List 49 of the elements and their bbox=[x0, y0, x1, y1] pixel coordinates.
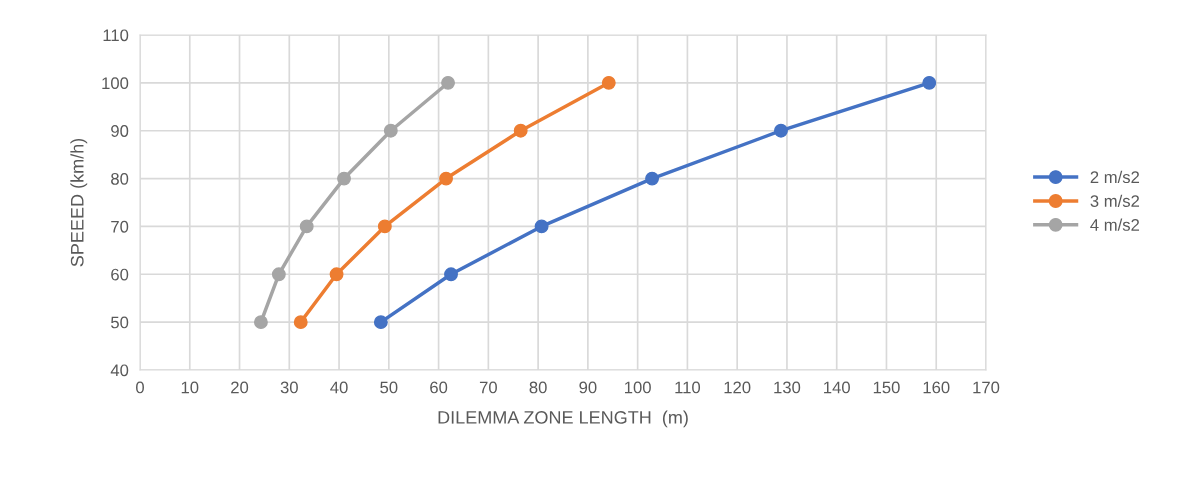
point bbox=[534, 219, 549, 234]
point bbox=[444, 267, 458, 282]
x-tick-label: 50 bbox=[380, 381, 398, 394]
point bbox=[293, 315, 308, 330]
x-tick-label: 160 bbox=[923, 381, 950, 394]
point bbox=[373, 315, 388, 330]
x-tick-label: 30 bbox=[280, 381, 298, 394]
x-tick-label: 10 bbox=[181, 381, 199, 394]
x-tick-label: 80 bbox=[529, 381, 547, 394]
point bbox=[441, 75, 455, 90]
point bbox=[299, 219, 314, 234]
x-tick-label: 60 bbox=[430, 381, 448, 394]
x-tick-label: 0 bbox=[136, 381, 144, 394]
y-tick-label: 90 bbox=[111, 125, 129, 137]
legend-label: 2 m/s2 bbox=[1090, 170, 1140, 184]
y-tick-label: 40 bbox=[110, 364, 129, 377]
point bbox=[337, 171, 351, 186]
point bbox=[271, 267, 286, 282]
x-tick-label: 120 bbox=[724, 381, 751, 394]
point bbox=[383, 123, 398, 138]
point bbox=[253, 315, 268, 330]
x-tick-label: 20 bbox=[231, 381, 249, 394]
y-tick-label: 110 bbox=[103, 29, 129, 42]
x-tick-label: 140 bbox=[824, 381, 850, 394]
x-axis-title: DILEMMA ZONE LENGTH (m) bbox=[438, 410, 688, 428]
point bbox=[329, 267, 344, 282]
x-tick-label: 70 bbox=[479, 381, 497, 394]
point bbox=[513, 123, 528, 138]
point bbox=[774, 123, 788, 138]
point bbox=[377, 219, 392, 234]
x-tick-label: 150 bbox=[873, 381, 900, 394]
legend-label: 3 m/s2 bbox=[1090, 194, 1140, 207]
x-tick-label: 100 bbox=[625, 381, 651, 394]
x-tick-label: 110 bbox=[675, 381, 701, 394]
legend-label: 4 m/s2 bbox=[1090, 218, 1140, 231]
point bbox=[601, 75, 616, 90]
x-tick-label: 90 bbox=[579, 381, 597, 394]
x-tick-label: 40 bbox=[330, 381, 348, 394]
x-tick-label: 170 bbox=[973, 381, 1000, 394]
point bbox=[645, 171, 660, 186]
y-tick-label: 70 bbox=[111, 220, 129, 233]
y-tick-label: 50 bbox=[111, 316, 129, 329]
y-tick-label: 60 bbox=[111, 268, 129, 281]
y-axis-title: SPEEED (km/h) bbox=[70, 138, 88, 267]
point bbox=[439, 171, 453, 186]
y-tick-label: 100 bbox=[102, 77, 129, 90]
point bbox=[922, 75, 937, 90]
y-tick-label: 80 bbox=[111, 172, 129, 185]
x-tick-label: 130 bbox=[774, 381, 801, 394]
